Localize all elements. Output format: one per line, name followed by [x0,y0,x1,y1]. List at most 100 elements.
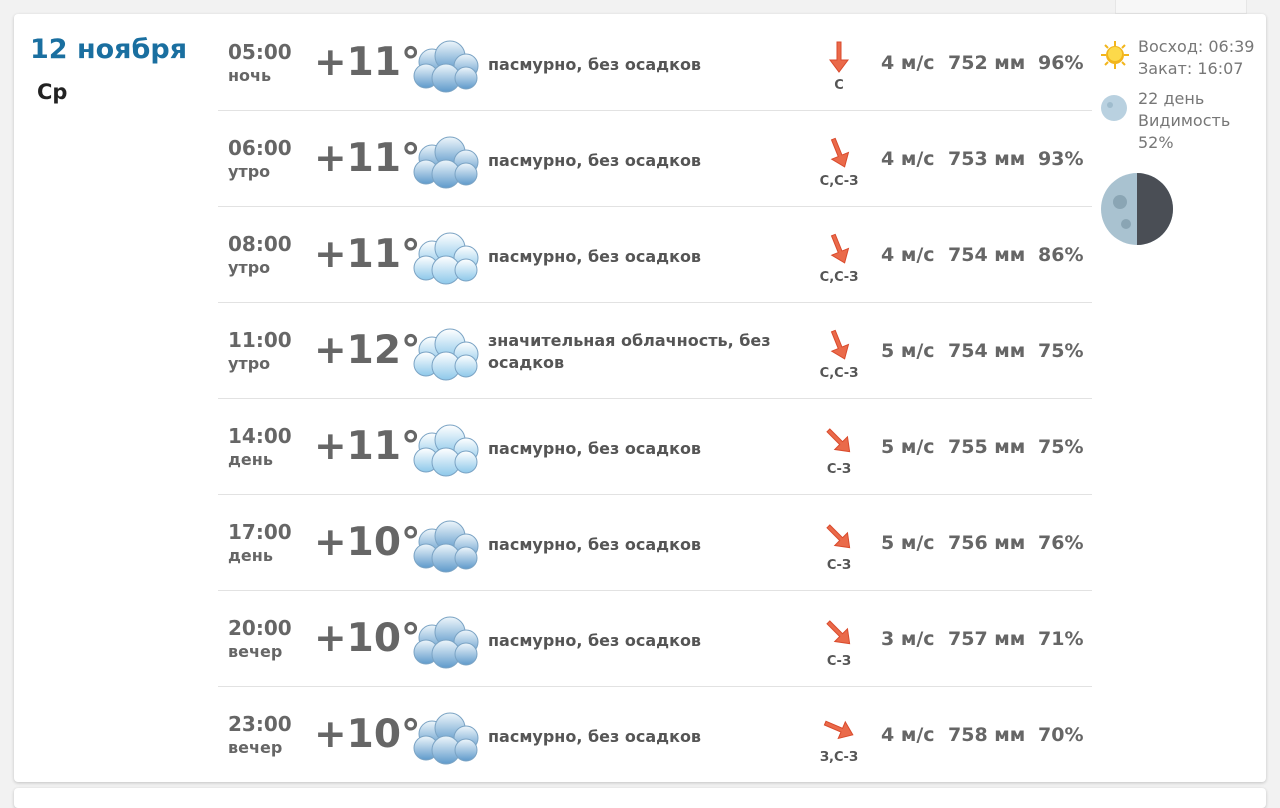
wind-arrow-icon [829,41,849,73]
temperature: +10° [314,616,421,661]
pressure: 755 мм [948,436,1026,458]
pressure: 754 мм [948,244,1026,266]
humidity: 76% [1038,532,1084,554]
time: 08:00 [228,232,292,256]
time: 20:00 [228,616,292,640]
overcast-cloud-icon [413,40,479,93]
humidity: 75% [1038,340,1084,362]
light-cloud-icon [413,328,479,381]
temperature: +11° [314,424,421,469]
wind-speed: 3 м/с [881,628,935,650]
pressure: 757 мм [948,628,1026,650]
day-part: утро [228,258,271,277]
hourly-row: 20:00 вечер +10° пасмурно, без осадков С… [218,590,1092,687]
day-part: утро [228,354,271,373]
hourly-row: 08:00 утро +11° пасмурно, без осадков С,… [218,206,1092,303]
wind-arrow-icon [830,329,850,360]
temperature: +11° [314,40,421,85]
day-forecast-card: 12 ноября Ср 05:00 ночь +11° пасмурно, б… [14,14,1266,782]
moon-info: 22 день Видимость 52% [1101,88,1231,154]
temperature: +10° [314,712,421,757]
wind-direction: С-З [826,558,852,573]
moon-day: 22 день [1138,89,1205,108]
wind-direction: С,С-З [819,174,859,189]
wind-arrow-icon [823,720,854,740]
tab-stub[interactable] [1115,0,1247,14]
condition-text: пасмурно, без осадков [488,55,702,74]
wind-speed: 4 м/с [881,244,935,266]
pressure: 754 мм [948,340,1026,362]
time: 23:00 [228,712,292,736]
light-cloud-icon [413,232,479,285]
pressure: 752 мм [948,52,1026,74]
day-part: день [228,546,273,565]
wind-arrow-icon [826,524,851,549]
overcast-cloud-icon [413,712,479,765]
condition-text: значительная облачность, без осадков [488,331,771,372]
wind-direction: З,С-З [819,750,859,765]
sunset: Закат: 16:07 [1138,59,1244,78]
wind-speed: 5 м/с [881,436,935,458]
pressure: 756 мм [948,532,1026,554]
weekday: Ср [37,80,68,104]
day-part: вечер [228,642,283,661]
hourly-row: 11:00 утро +12° значительная облачность,… [218,302,1092,399]
humidity: 70% [1038,724,1084,746]
condition-text: пасмурно, без осадков [488,727,702,746]
hourly-row: 23:00 вечер +10° пасмурно, без осадков З… [218,686,1092,782]
temperature: +11° [314,136,421,181]
wind-direction: С,С-З [819,270,859,285]
overcast-cloud-icon [413,520,479,573]
wind-speed: 4 м/с [881,52,935,74]
moon-visibility-label: Видимость [1138,111,1231,130]
day-part: ночь [228,66,272,85]
moon-visibility: 52% [1138,133,1174,152]
wind-arrow-icon [830,137,850,168]
sun-icon [1101,41,1129,69]
time: 17:00 [228,520,292,544]
humidity: 96% [1038,52,1084,74]
temperature: +12° [314,328,421,373]
day-part: утро [228,162,271,181]
sun-info: Восход: 06:39 Закат: 16:07 [1101,36,1255,80]
day-part: день [228,450,273,469]
wind-speed: 5 м/с [881,532,935,554]
humidity: 75% [1038,436,1084,458]
humidity: 71% [1038,628,1084,650]
pressure: 753 мм [948,148,1026,170]
hourly-row: 17:00 день +10° пасмурно, без осадков С-… [218,494,1092,591]
condition-text: пасмурно, без осадков [488,439,702,458]
condition-text: пасмурно, без осадков [488,247,702,266]
temperature: +11° [314,232,421,277]
date: 12 ноября [30,34,188,65]
time: 11:00 [228,328,292,352]
time: 06:00 [228,136,292,160]
wind-direction: С-З [826,462,852,477]
condition-text: пасмурно, без осадков [488,151,702,170]
pressure: 758 мм [948,724,1026,746]
wind-direction: С,С-З [819,366,859,381]
wind-speed: 4 м/с [881,148,935,170]
moon-phase-icon [1101,173,1173,245]
wind-speed: 5 м/с [881,340,935,362]
sunrise: Восход: 06:39 [1138,37,1255,56]
hourly-row: 14:00 день +11° пасмурно, без осадков С-… [218,398,1092,495]
hourly-row: 06:00 утро +11° пасмурно, без осадков С,… [218,110,1092,207]
time: 05:00 [228,40,292,64]
wind-speed: 4 м/с [881,724,935,746]
wind-arrow-icon [826,428,851,453]
humidity: 86% [1038,244,1084,266]
wind-direction: С [834,78,844,93]
wind-arrow-icon [830,233,850,264]
temperature: +10° [314,520,421,565]
next-day-card [14,788,1266,808]
day-part: вечер [228,738,283,757]
condition-text: пасмурно, без осадков [488,631,702,650]
condition-text: пасмурно, без осадков [488,535,702,554]
light-cloud-icon [413,424,479,477]
humidity: 93% [1038,148,1084,170]
wind-direction: С-З [826,654,852,669]
overcast-cloud-icon [413,616,479,669]
wind-arrow-icon [826,620,851,645]
time: 14:00 [228,424,292,448]
